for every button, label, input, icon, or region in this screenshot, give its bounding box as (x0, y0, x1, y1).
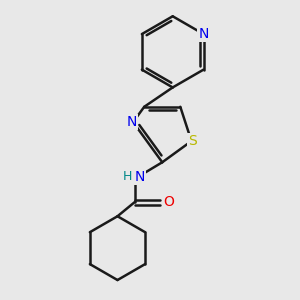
Text: S: S (188, 134, 197, 148)
Text: N: N (134, 170, 145, 184)
Text: N: N (127, 115, 137, 129)
Text: O: O (163, 195, 174, 209)
Text: H: H (123, 170, 132, 184)
Text: N: N (198, 27, 209, 41)
